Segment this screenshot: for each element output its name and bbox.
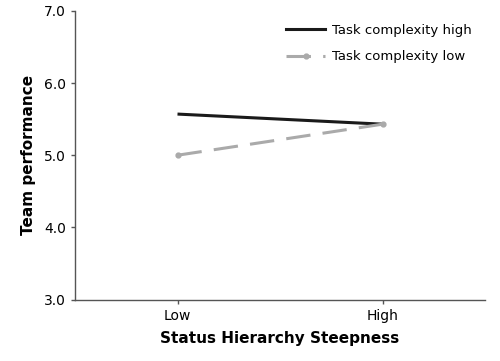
Legend: Task complexity high, Task complexity low: Task complexity high, Task complexity lo… bbox=[280, 17, 478, 70]
X-axis label: Status Hierarchy Steepness: Status Hierarchy Steepness bbox=[160, 331, 400, 346]
Y-axis label: Team performance: Team performance bbox=[20, 75, 36, 235]
